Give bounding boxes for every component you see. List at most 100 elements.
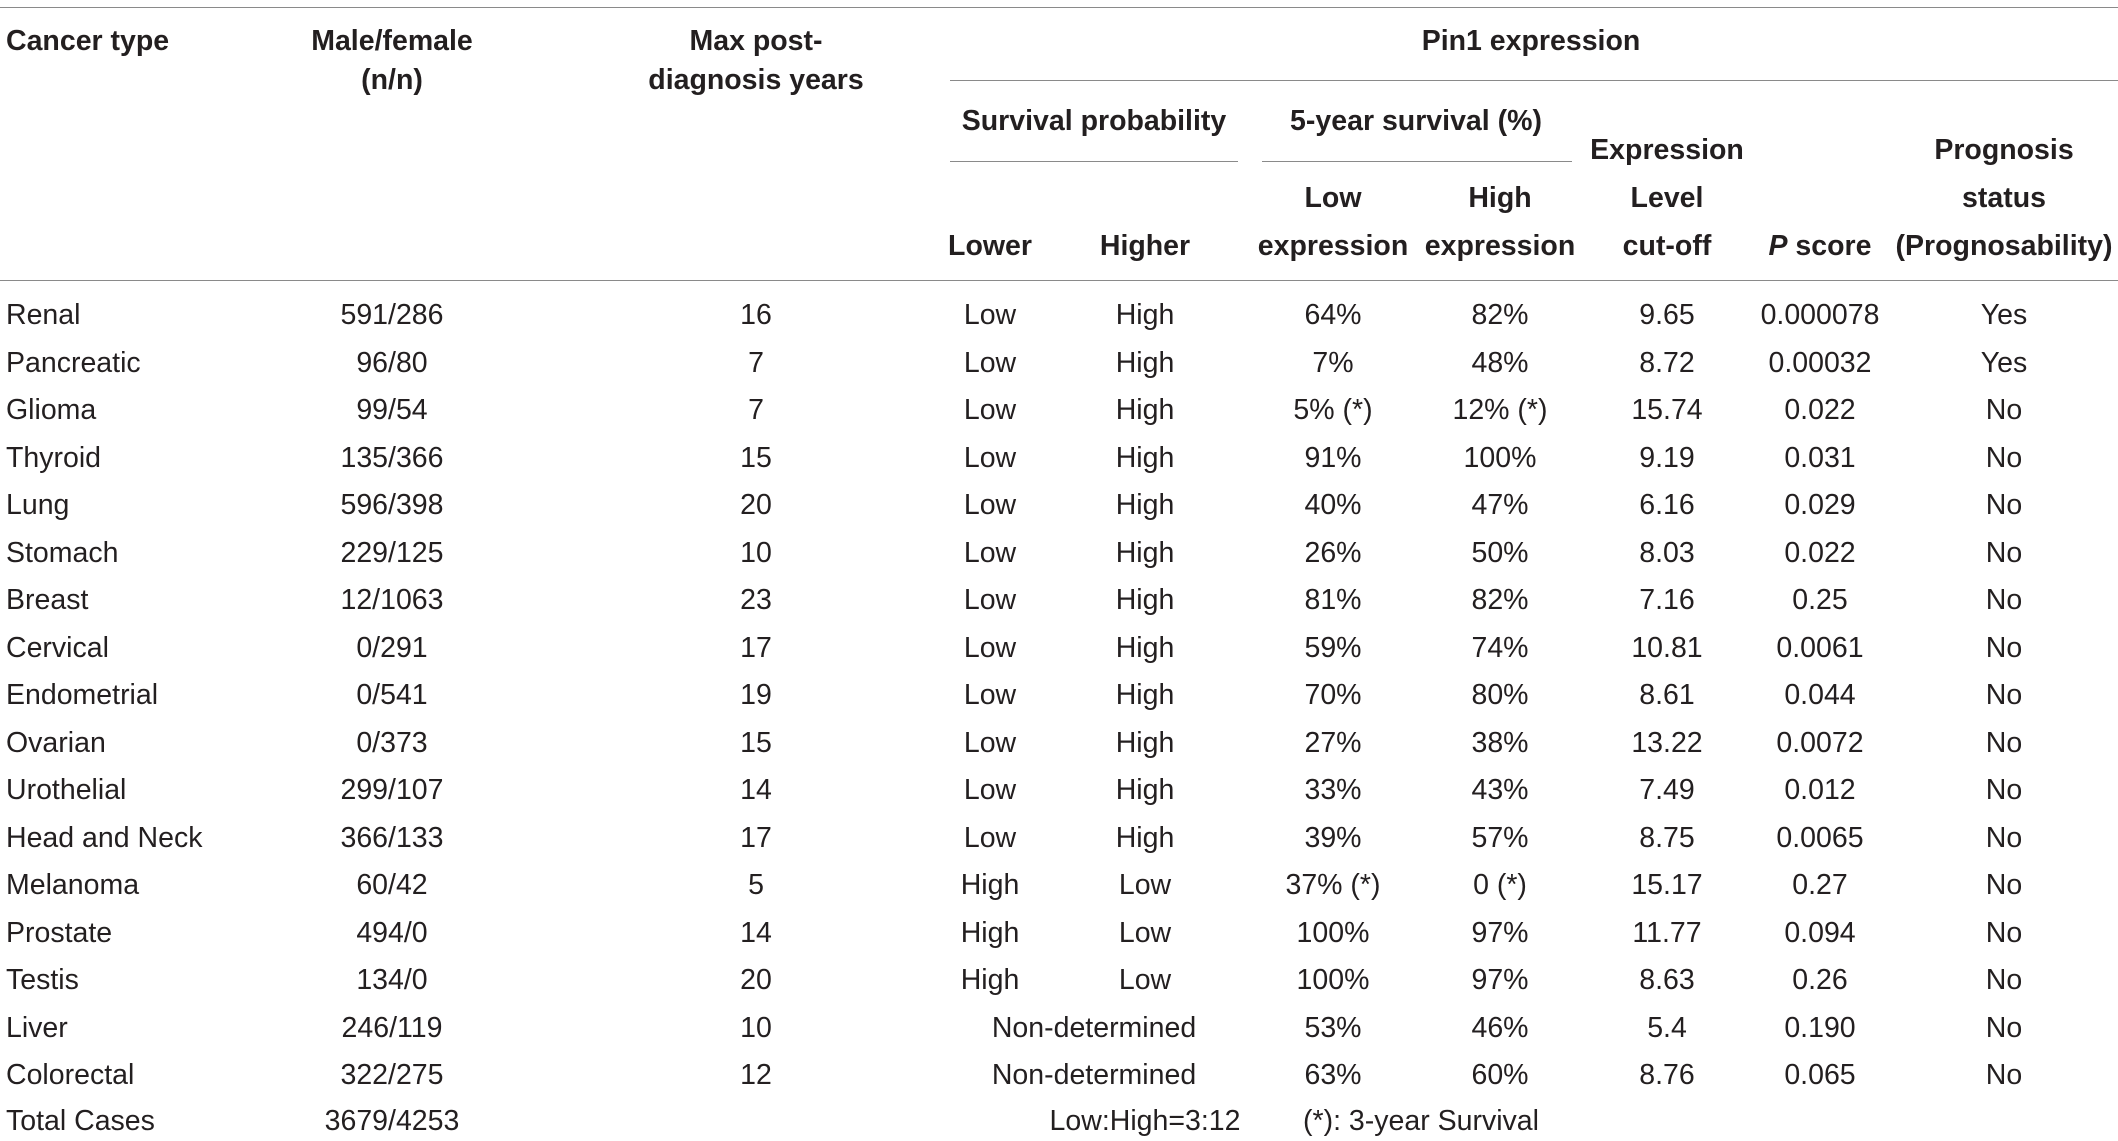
cell-cancer-type: Renal bbox=[6, 299, 81, 331]
cell-high-expression: 50% bbox=[1471, 537, 1529, 569]
cell-cut-off: 13.22 bbox=[1631, 727, 1703, 759]
cell-p-score: 0.27 bbox=[1792, 869, 1848, 901]
cell-cancer-type: Prostate bbox=[6, 917, 113, 949]
cell-cancer-type: Breast bbox=[6, 584, 89, 616]
cell-high-expression: 48% bbox=[1471, 347, 1529, 379]
cell-p-score: 0.022 bbox=[1784, 394, 1856, 426]
cell-p-score: 0.031 bbox=[1784, 442, 1856, 474]
cell-cancer-type: Cervical bbox=[6, 632, 109, 664]
header-five-year-survival: 5-year survival (%) bbox=[1290, 105, 1542, 137]
cell-low-expression: 63% bbox=[1304, 1059, 1362, 1091]
cell-prognosis: Yes bbox=[1980, 299, 2028, 331]
cell-high-expression: 43% bbox=[1471, 774, 1529, 806]
cell-low-expression: 37% (*) bbox=[1285, 869, 1381, 901]
cell-low-expression: 91% bbox=[1304, 442, 1362, 474]
cell-prognosis: No bbox=[1985, 679, 2023, 711]
cell-lower: High bbox=[960, 964, 1020, 996]
cell-prognosis: No bbox=[1985, 869, 2023, 901]
cell-low-expression: 40% bbox=[1304, 489, 1362, 521]
cell-prognosis: No bbox=[1985, 1012, 2023, 1044]
cell-lower: Low bbox=[963, 632, 1017, 664]
header-male-female-unit: (n/n) bbox=[361, 64, 423, 96]
cell-male-female: 591/286 bbox=[340, 299, 444, 331]
cell-low-expression: 64% bbox=[1304, 299, 1362, 331]
cell-male-female: 229/125 bbox=[340, 537, 444, 569]
cell-cut-off: 8.72 bbox=[1639, 347, 1695, 379]
cell-male-female: 96/80 bbox=[356, 347, 428, 379]
cell-higher: High bbox=[1115, 442, 1175, 474]
cell-low-expression: 39% bbox=[1304, 822, 1362, 854]
cell-low-expression: 70% bbox=[1304, 679, 1362, 711]
header-prognosis-status: Prognosis bbox=[1934, 134, 2074, 166]
cell-max-years: 15 bbox=[740, 727, 772, 759]
cell-cancer-type: Glioma bbox=[6, 394, 97, 426]
cell-max-years: 12 bbox=[740, 1059, 772, 1091]
cell-male-female: 134/0 bbox=[356, 964, 428, 996]
cell-p-score: 0.25 bbox=[1792, 584, 1848, 616]
survival-probability-rule bbox=[950, 161, 1238, 162]
cell-high-expression: 46% bbox=[1471, 1012, 1529, 1044]
cell-lower: High bbox=[960, 917, 1020, 949]
cell-p-score: 0.000078 bbox=[1760, 299, 1880, 331]
cell-cancer-type: Ovarian bbox=[6, 727, 106, 759]
cell-higher: Low bbox=[1118, 964, 1172, 996]
cell-cancer-type: Lung bbox=[6, 489, 70, 521]
cell-cancer-type: Liver bbox=[6, 1012, 68, 1044]
header-low-expression: Low bbox=[1304, 182, 1362, 214]
cell-p-score: 0.190 bbox=[1784, 1012, 1856, 1044]
header-higher: Higher bbox=[1099, 230, 1191, 262]
cell-higher: High bbox=[1115, 727, 1175, 759]
cell-max-years: 20 bbox=[740, 489, 772, 521]
cell-male-female: 366/133 bbox=[340, 822, 444, 854]
cell-prognosis: No bbox=[1985, 442, 2023, 474]
cell-prognosis: No bbox=[1985, 774, 2023, 806]
cell-max-years: 17 bbox=[740, 822, 772, 854]
cell-max-years: 15 bbox=[740, 442, 772, 474]
cell-lower: Low bbox=[963, 489, 1017, 521]
cell-low-expression: 5% (*) bbox=[1293, 394, 1373, 426]
cell-lower: Low bbox=[963, 442, 1017, 474]
cell-prognosis: No bbox=[1985, 537, 2023, 569]
header-max-years-line2: diagnosis years bbox=[648, 64, 864, 96]
cell-male-female: 0/541 bbox=[356, 679, 428, 711]
cell-p-score: 0.26 bbox=[1792, 964, 1848, 996]
cell-p-score: 0.00032 bbox=[1768, 347, 1872, 379]
cell-cancer-type: Stomach bbox=[6, 537, 119, 569]
footer-note: (*): 3-year Survival bbox=[1303, 1105, 1539, 1137]
header-p-rest: score bbox=[1787, 230, 1872, 262]
cell-p-score: 0.0061 bbox=[1776, 632, 1864, 664]
cell-low-expression: 27% bbox=[1304, 727, 1362, 759]
cell-prognosis: No bbox=[1985, 964, 2023, 996]
footer-ratio: Low:High=3:12 bbox=[1049, 1105, 1241, 1137]
cell-max-years: 16 bbox=[740, 299, 772, 331]
header-prognosis-status-line2: status bbox=[1962, 182, 2046, 214]
cell-higher: High bbox=[1115, 394, 1175, 426]
cell-male-female: 0/291 bbox=[356, 632, 428, 664]
cell-male-female: 246/119 bbox=[341, 1012, 443, 1044]
header-pin1-expression: Pin1 expression bbox=[1421, 25, 1641, 57]
cell-cut-off: 11.77 bbox=[1632, 917, 1702, 949]
cell-prognosis: No bbox=[1985, 394, 2023, 426]
cell-cut-off: 9.19 bbox=[1639, 442, 1695, 474]
cell-high-expression: 82% bbox=[1471, 584, 1529, 616]
cell-cut-off: 8.75 bbox=[1639, 822, 1695, 854]
cell-max-years: 10 bbox=[740, 537, 772, 569]
pin1-group-rule bbox=[950, 80, 2118, 81]
cell-male-female: 12/1063 bbox=[340, 584, 444, 616]
cell-prognosis: No bbox=[1985, 727, 2023, 759]
cell-cut-off: 5.4 bbox=[1647, 1012, 1687, 1044]
cell-high-expression: 74% bbox=[1471, 632, 1529, 664]
cell-male-female: 596/398 bbox=[340, 489, 444, 521]
cell-cancer-type: Testis bbox=[6, 964, 79, 996]
cell-low-expression: 53% bbox=[1304, 1012, 1362, 1044]
cell-prognosis: No bbox=[1985, 1059, 2023, 1091]
cell-p-score: 0.065 bbox=[1784, 1059, 1856, 1091]
cell-higher: High bbox=[1115, 299, 1175, 331]
header-male-female: Male/female bbox=[311, 25, 473, 57]
cell-max-years: 19 bbox=[740, 679, 772, 711]
header-expression-level-line3: cut-off bbox=[1622, 230, 1712, 262]
cell-high-expression: 97% bbox=[1471, 964, 1529, 996]
cell-cut-off: 8.76 bbox=[1639, 1059, 1695, 1091]
cell-low-expression: 7% bbox=[1312, 347, 1354, 379]
cell-low-expression: 26% bbox=[1304, 537, 1362, 569]
